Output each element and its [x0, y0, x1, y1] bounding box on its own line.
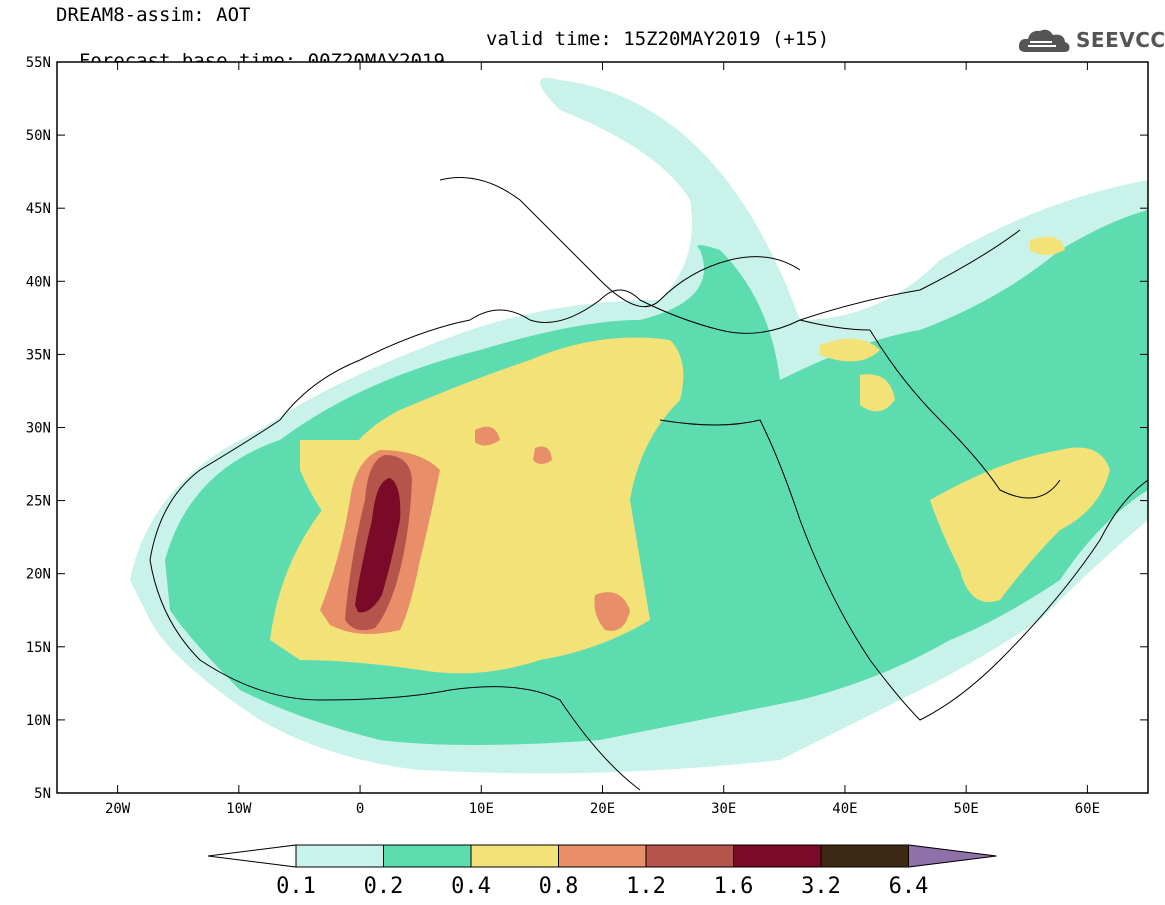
- lon-tick-label: 10W: [226, 801, 252, 817]
- colorbar-upper-arrow: [908, 844, 997, 868]
- lon-tick-label: 20E: [590, 801, 615, 817]
- colorbar-label: 0.4: [451, 874, 491, 899]
- colorbar-label: 1.2: [626, 874, 666, 899]
- lat-tick-label: 10N: [26, 713, 51, 729]
- colorbar-segment: [733, 844, 822, 868]
- colorbar-label: 1.6: [714, 874, 754, 899]
- colorbar-segment: [645, 844, 734, 868]
- lon-tick-label: 20W: [105, 801, 131, 817]
- colorbar-lower-arrow: [207, 844, 297, 868]
- cloud-icon: [1018, 29, 1070, 52]
- longitude-ticks: 20W 10W 0 10E 20E 30E 40E 50E 60E: [105, 62, 1100, 817]
- lon-tick-label: 30E: [711, 801, 736, 817]
- valid-time: valid time: 15Z20MAY2019 (+15): [486, 28, 830, 50]
- lat-tick-label: 20N: [26, 567, 51, 583]
- title-product: DREAM8-assim: AOT: [56, 4, 251, 26]
- colorbar-label: 3.2: [801, 874, 841, 899]
- lat-tick-label: 5N: [34, 786, 51, 802]
- aot-contours: [57, 62, 1148, 793]
- colorbar-segment: [383, 844, 472, 868]
- lat-tick-label: 25N: [26, 494, 51, 510]
- lat-tick-label: 55N: [26, 55, 51, 71]
- lat-tick-label: 50N: [26, 128, 51, 144]
- colorbar-segment: [470, 844, 559, 868]
- colorbar-segment: [558, 844, 647, 868]
- lon-tick-label: 10E: [469, 801, 494, 817]
- logo-text: SEEVCCC: [1076, 28, 1165, 52]
- lat-tick-label: 45N: [26, 201, 51, 217]
- lon-tick-label: 40E: [832, 801, 857, 817]
- lat-tick-label: 30N: [26, 421, 51, 437]
- colorbar-segment: [295, 844, 384, 868]
- colorbar-label: 0.1: [276, 874, 316, 899]
- colorbar-segment: [820, 844, 909, 868]
- lat-tick-label: 40N: [26, 274, 51, 290]
- lon-tick-label: 0: [356, 801, 364, 817]
- colorbar-label: 6.4: [889, 874, 929, 899]
- colorbar-label: 0.8: [539, 874, 579, 899]
- colorbar: 0.1 0.2 0.4 0.8 1.2 1.6 3.2 6.4: [207, 844, 997, 899]
- coastlines: [149, 177, 1148, 791]
- latitude-ticks: 55N 50N 45N 40N 35N 30N 25N 20N 15N 10N 5N: [26, 55, 1148, 802]
- lat-tick-label: 15N: [26, 640, 51, 656]
- seevccc-logo: SEEVCCC: [1016, 24, 1165, 58]
- lon-tick-label: 50E: [954, 801, 979, 817]
- colorbar-label: 0.2: [364, 874, 404, 899]
- lat-tick-label: 35N: [26, 347, 51, 363]
- lon-tick-label: 60E: [1075, 801, 1100, 817]
